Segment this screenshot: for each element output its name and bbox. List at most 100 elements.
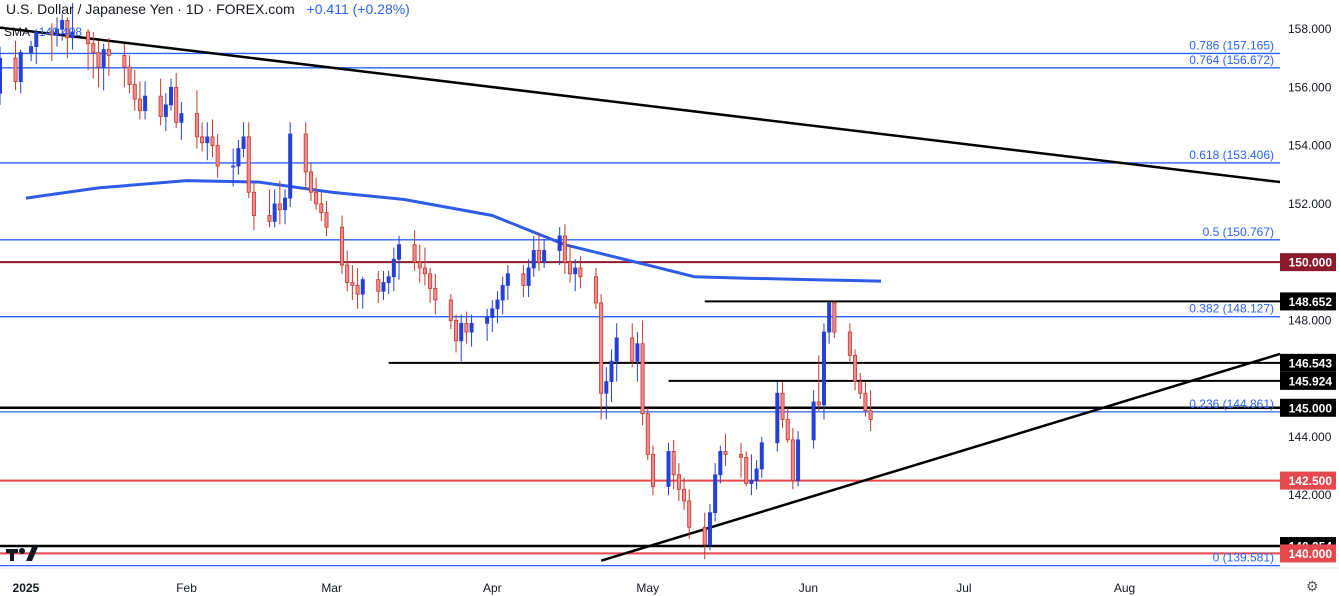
price-axis[interactable]: 158.000 156.000 154.000 152.000 148.000 144.0… bbox=[1280, 0, 1339, 596]
candle bbox=[542, 238, 547, 268]
price-tick-label: 158.000 bbox=[1288, 22, 1332, 36]
candle-body bbox=[319, 203, 324, 214]
candle bbox=[122, 43, 127, 88]
candle bbox=[578, 256, 583, 289]
candle-body bbox=[106, 49, 111, 56]
gear-icon[interactable]: ⚙ bbox=[1306, 578, 1319, 594]
candle bbox=[713, 463, 718, 522]
candle-body bbox=[749, 480, 754, 484]
candle bbox=[832, 300, 837, 338]
candle-body bbox=[355, 285, 360, 295]
candle-body bbox=[70, 31, 75, 39]
candle bbox=[650, 445, 655, 496]
candle-body bbox=[599, 302, 604, 394]
candle bbox=[459, 314, 464, 362]
candle-body bbox=[179, 113, 184, 123]
candle-body bbox=[350, 282, 355, 286]
candle bbox=[505, 265, 510, 301]
candle bbox=[412, 230, 417, 271]
candle bbox=[640, 320, 645, 426]
candle-body bbox=[433, 287, 438, 301]
candle-body bbox=[49, 31, 54, 36]
fib-label: 0.618 (153.406) bbox=[1189, 148, 1274, 162]
candle bbox=[454, 314, 459, 353]
candle bbox=[340, 215, 345, 274]
candle bbox=[790, 428, 795, 490]
candle-body bbox=[640, 343, 645, 415]
candle bbox=[267, 189, 272, 228]
candle-body bbox=[759, 442, 764, 470]
candle-body bbox=[0, 57, 3, 94]
candle bbox=[137, 81, 142, 120]
symbol-title: U.S. Dollar / Japanese Yen · 1D · FOREX.… bbox=[6, 1, 295, 17]
level-price-tag bbox=[1280, 253, 1336, 272]
candle-body bbox=[283, 197, 288, 211]
candle-body bbox=[86, 31, 91, 45]
candle-body bbox=[340, 226, 345, 266]
fib-label: 0 (139.581) bbox=[1213, 551, 1274, 565]
candle-body bbox=[702, 526, 707, 546]
price-tick-label: 148.000 bbox=[1288, 313, 1332, 327]
time-axis[interactable]: 2025 Feb Mar Apr May Jun Jul Aug bbox=[0, 567, 1339, 596]
candle-body bbox=[246, 136, 251, 193]
candle-body bbox=[272, 203, 277, 222]
candle bbox=[106, 37, 111, 76]
candle-body bbox=[13, 57, 18, 82]
fib-label: 0.382 (148.127) bbox=[1189, 302, 1274, 316]
candle bbox=[702, 512, 707, 560]
price-tick-label: 142.000 bbox=[1288, 488, 1332, 502]
candle-body bbox=[428, 273, 433, 289]
candle-body bbox=[397, 244, 402, 260]
candle bbox=[303, 122, 308, 190]
candle-body bbox=[614, 337, 619, 362]
candle bbox=[350, 265, 355, 301]
candle-body bbox=[448, 299, 453, 321]
candle bbox=[568, 244, 573, 283]
candle-body bbox=[666, 451, 671, 487]
candle bbox=[485, 308, 490, 341]
candle-body bbox=[645, 413, 650, 455]
candle-body bbox=[816, 401, 821, 406]
candle bbox=[609, 349, 614, 402]
sma-line bbox=[25, 179, 882, 283]
candle-body bbox=[505, 273, 510, 286]
candle-body bbox=[163, 104, 168, 117]
candle bbox=[469, 314, 474, 347]
sma-legend[interactable]: SMA 149.408 bbox=[4, 25, 82, 39]
candle-body bbox=[754, 468, 759, 482]
candle bbox=[811, 390, 816, 449]
candle bbox=[174, 72, 179, 129]
fib-label: 0.764 (156.672) bbox=[1189, 53, 1274, 67]
candle bbox=[754, 460, 759, 490]
candle bbox=[433, 273, 438, 315]
candle-body bbox=[101, 49, 106, 68]
candle bbox=[562, 224, 567, 274]
candle bbox=[101, 43, 106, 91]
candle-body bbox=[91, 43, 96, 53]
candle-body bbox=[490, 308, 495, 318]
candle bbox=[614, 323, 619, 382]
candle-body bbox=[314, 191, 319, 205]
candle bbox=[34, 29, 39, 65]
candlesticks bbox=[0, 2, 873, 560]
level-price-tag bbox=[1280, 544, 1336, 563]
candle bbox=[70, 2, 75, 50]
time-tick-label: May bbox=[636, 581, 659, 595]
candle-body bbox=[562, 235, 567, 263]
candle bbox=[236, 139, 241, 175]
candle-body bbox=[34, 31, 39, 48]
candle bbox=[495, 291, 500, 324]
level-price-tag bbox=[1280, 292, 1336, 311]
candle bbox=[0, 46, 3, 105]
time-tick-label: 2025 bbox=[13, 581, 40, 595]
candle-body bbox=[308, 171, 313, 193]
tradingview-logo-icon[interactable] bbox=[6, 545, 40, 566]
candle-body bbox=[251, 191, 256, 216]
sma-path bbox=[25, 179, 882, 283]
candle-body bbox=[739, 453, 744, 458]
candle-body bbox=[500, 285, 505, 301]
candle-body bbox=[277, 203, 282, 211]
candle bbox=[241, 122, 246, 158]
candle-body bbox=[324, 212, 329, 228]
